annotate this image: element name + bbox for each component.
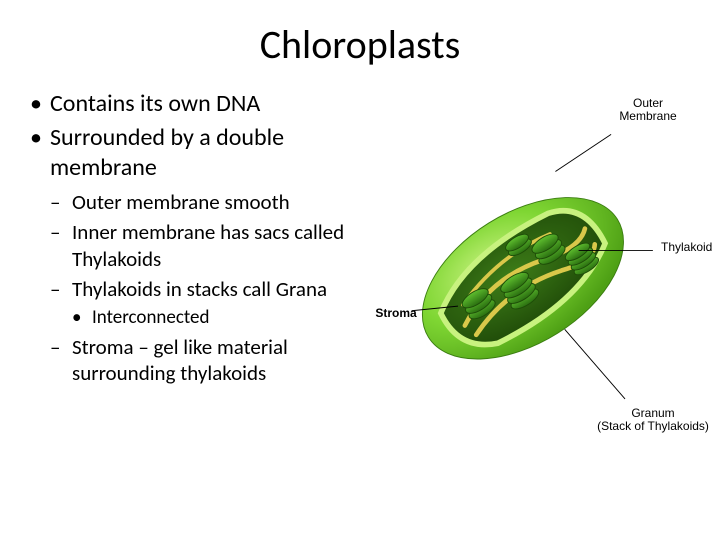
text-column: Contains its own DNA Surrounded by a dou… [30,89,393,520]
subsub-text: Interconnected [92,306,210,329]
bullet-item: Contains its own DNA [30,89,383,119]
bullet-list: Contains its own DNA Surrounded by a dou… [30,89,383,386]
chloroplast-diagram: OuterMembrane Thylakoid Stroma Granum(St… [393,89,690,449]
slide-title: Chloroplasts [30,20,690,69]
sub-list: Outer membrane smooth Inner membrane has… [50,189,383,386]
sub-text: Outer membrane smooth [72,189,290,215]
sub-item: Thylakoids in stacks call Grana Intercon… [50,276,383,330]
subsub-item: Interconnected [72,306,383,330]
subsub-list: Interconnected [72,306,383,330]
bullet-item: Surrounded by a double membrane Outer me… [30,123,383,386]
sub-text: Thylakoids in stacks call Grana [72,276,327,302]
bullet-text: Surrounded by a double membrane [50,123,284,182]
label-granum: Granum(Stack of Thylakoids) [593,407,713,433]
label-thylakoid: Thylakoid [661,241,720,254]
content-row: Contains its own DNA Surrounded by a dou… [30,89,690,520]
slide: Chloroplasts Contains its own DNA Surrou… [0,0,720,540]
sub-text: Stroma – gel like material surrounding t… [72,334,288,386]
sub-item: Outer membrane smooth [50,189,383,215]
sub-text: Inner membrane has sacs called Thylakoid… [72,219,344,271]
label-outer-membrane: OuterMembrane [613,97,683,123]
label-stroma: Stroma [371,307,421,320]
bullet-text: Contains its own DNA [50,89,260,118]
chloroplast-svg [393,89,690,449]
sub-item: Stroma – gel like material surrounding t… [50,334,383,387]
diagram-column: OuterMembrane Thylakoid Stroma Granum(St… [393,89,690,520]
sub-item: Inner membrane has sacs called Thylakoid… [50,219,383,272]
